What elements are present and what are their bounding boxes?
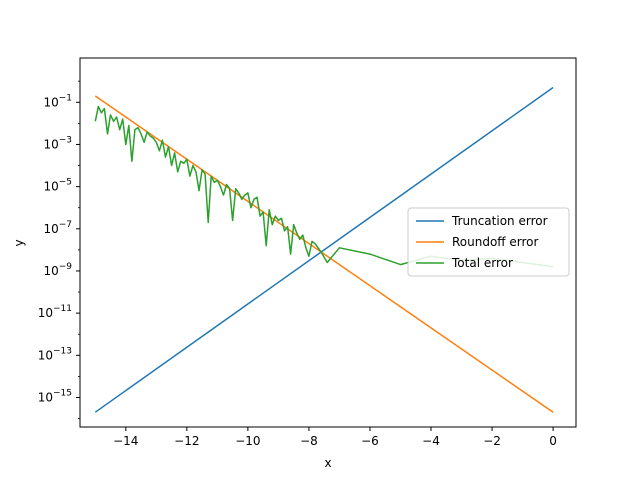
x-tick-label: −8 xyxy=(300,434,318,448)
x-tick-label: −2 xyxy=(483,434,501,448)
series-line-roundoff-error xyxy=(94,95,554,413)
series-layer xyxy=(94,86,554,413)
series-line-total-error xyxy=(94,105,554,268)
y-tick-label: 10−5 xyxy=(43,178,72,194)
plot-frame xyxy=(79,57,577,428)
legend-box xyxy=(407,207,570,277)
x-axis-label: x xyxy=(324,456,331,470)
legend-label: Total error xyxy=(451,256,513,270)
x-tick-label: −12 xyxy=(174,434,199,448)
x-tick-label: −6 xyxy=(361,434,379,448)
x-tick-label: −10 xyxy=(235,434,260,448)
x-tick-label: −14 xyxy=(113,434,138,448)
y-axis: 10−15 10−13 10−11 10−9 10−7 10−5 10−3 10−1 xyxy=(38,80,80,419)
series-line-truncation-error xyxy=(94,86,554,413)
y-tick-label: 10−7 xyxy=(43,220,72,236)
legend: Truncation error Roundoff error Total erro… xyxy=(407,207,570,277)
legend-label: Truncation error xyxy=(451,214,548,228)
y-tick-label: 10−9 xyxy=(43,262,72,278)
y-tick-label: 10−15 xyxy=(38,388,72,404)
y-tick-label: 10−1 xyxy=(43,93,72,109)
y-axis-label: y xyxy=(12,239,26,246)
legend-label: Roundoff error xyxy=(452,235,539,249)
x-tick-label: 0 xyxy=(549,434,557,448)
x-axis: −14 −12 −10 −8 −6 −4 −2 0 xyxy=(113,427,557,448)
y-tick-label: 10−13 xyxy=(38,346,72,362)
y-tick-label: 10−11 xyxy=(38,304,72,320)
x-tick-label: −4 xyxy=(422,434,440,448)
y-tick-label: 10−3 xyxy=(43,135,72,151)
